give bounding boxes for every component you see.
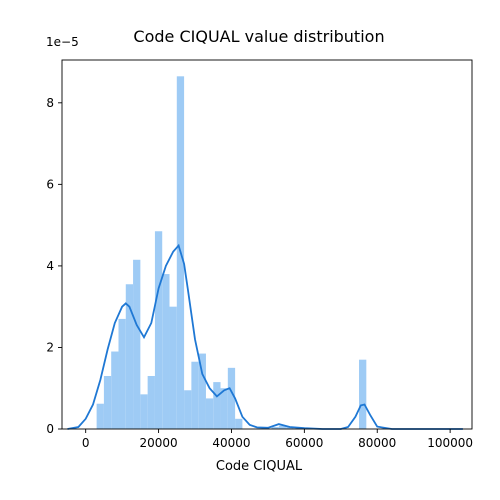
y-tick-label: 4 [46,259,54,273]
x-axis-label: Code CIQUAL [216,459,303,474]
histogram-bar [191,361,199,429]
histogram-bar [96,403,104,429]
x-axis-ticks: 0 20000 40000 60000 80000 100000 [82,429,473,450]
y-tick-label: 8 [46,96,54,110]
histogram-bar [205,398,214,429]
y-axis-ticks: 0 2 4 6 8 [46,96,62,436]
histogram-bar [118,318,126,429]
histogram-bar [198,353,206,429]
histogram-bar [162,274,170,429]
histogram-bar [154,231,163,429]
histogram-bar [278,425,287,429]
histogram-bar [169,306,177,429]
histogram-bar [184,390,192,429]
x-tick-label: 20000 [139,436,177,450]
plot-frame [61,59,473,430]
x-tick-label: 80000 [358,436,396,450]
histogram-bar [286,426,294,429]
histogram-bar [140,394,148,429]
histogram-bar [133,259,141,429]
x-tick-label: 40000 [212,436,250,450]
histogram-bar [220,388,228,429]
x-tick-label: 100000 [427,436,473,450]
histogram-bar [147,375,155,429]
y-tick-label: 2 [46,340,54,354]
x-tick-label: 0 [82,436,90,450]
histogram-bar [227,367,236,429]
chart-title: Code CIQUAL value distribution [133,27,384,46]
kde-curve [67,243,463,430]
y-scale-label: 1e−5 [46,35,79,49]
histogram-bar [271,426,279,429]
y-tick-label: 6 [46,177,54,191]
histogram-bar [111,351,119,429]
histogram-bar [235,418,243,429]
histogram-bar [359,359,367,429]
histogram-bar [103,375,112,429]
histogram-bars [96,76,367,430]
histogram-bar [125,284,134,429]
histogram-bar [213,382,221,429]
x-tick-label: 60000 [285,436,323,450]
y-tick-label: 0 [46,422,54,436]
